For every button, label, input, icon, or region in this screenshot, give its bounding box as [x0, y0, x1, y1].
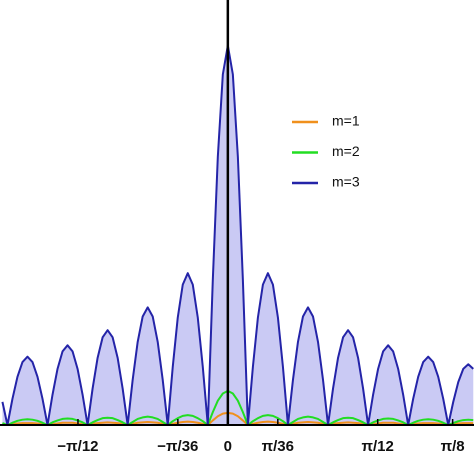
x-tick-label: π/36	[262, 438, 294, 455]
series-line	[1, 44, 474, 426]
x-tick-label: π/12	[362, 438, 394, 455]
x-tick-label: π/8	[441, 438, 465, 455]
legend-label: m=2	[332, 143, 360, 159]
series-line	[2, 411, 474, 426]
x-tick-label: −π/12	[57, 438, 98, 455]
area	[2, 45, 474, 426]
legend-label: m=3	[332, 174, 360, 190]
x-tick-label: 0	[224, 438, 232, 455]
series-line	[2, 389, 474, 426]
x-tick-label: −π/36	[157, 438, 198, 455]
legend-label: m=1	[332, 113, 360, 129]
